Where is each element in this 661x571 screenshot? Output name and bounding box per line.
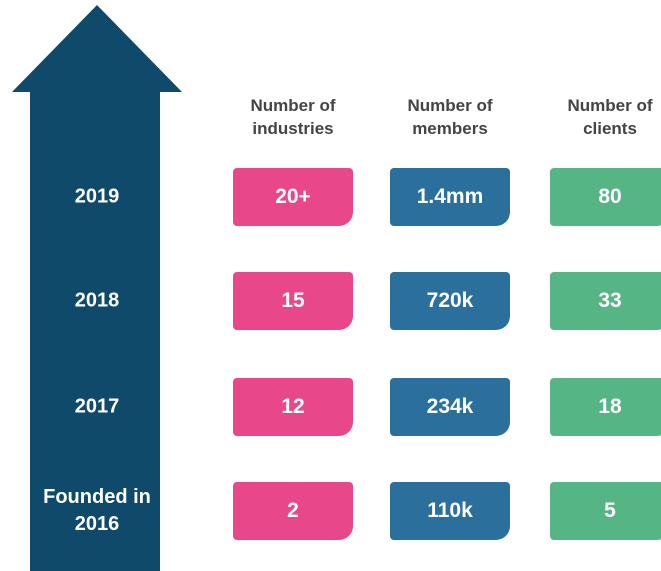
- value-box: 110k: [390, 482, 510, 540]
- value-box: 15: [233, 272, 353, 330]
- column-header: Number of clients: [567, 96, 653, 138]
- value-box: 18: [550, 378, 661, 436]
- value-box: 33: [550, 272, 661, 330]
- row-label: 2019: [74, 185, 120, 208]
- value-box: 20+: [233, 168, 353, 226]
- arrow-shape: [12, 5, 182, 571]
- row-label: 2018: [74, 289, 120, 312]
- value-box: 12: [233, 378, 353, 436]
- value-box: 2: [233, 482, 353, 540]
- column-header: Number of members: [407, 96, 493, 138]
- value-box: 5: [550, 482, 661, 540]
- row-label: Founded in 2016: [43, 486, 151, 535]
- column-header: Number of industries: [250, 96, 336, 138]
- value-box: 234k: [390, 378, 510, 436]
- value-box: 720k: [390, 272, 510, 330]
- value-box: 80: [550, 168, 661, 226]
- value-box: 1.4mm: [390, 168, 510, 226]
- row-label: 2017: [74, 395, 120, 418]
